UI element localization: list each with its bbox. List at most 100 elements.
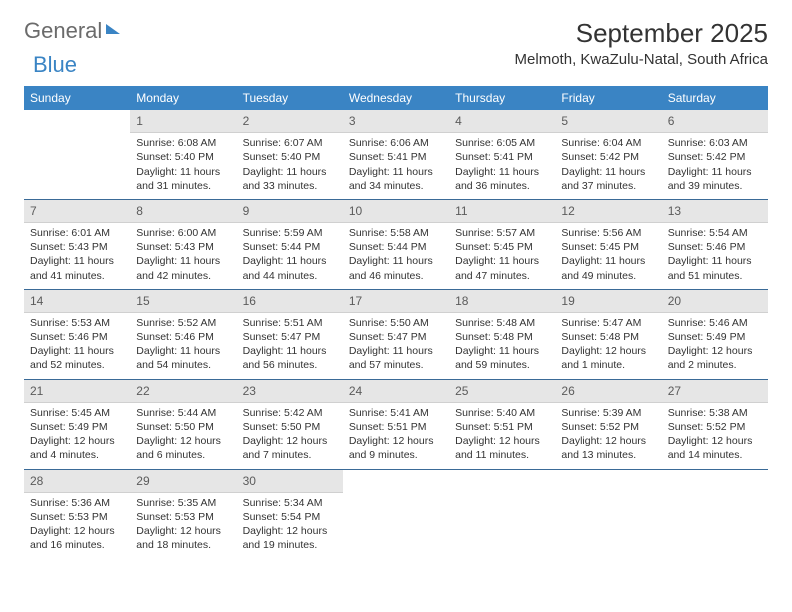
day-body: Sunrise: 5:46 AMSunset: 5:49 PMDaylight:… — [662, 313, 768, 379]
day-number: 12 — [555, 200, 661, 223]
day-number: 15 — [130, 290, 236, 313]
day-day2: and 37 minutes. — [561, 179, 655, 193]
calendar-day-cell: 13Sunrise: 5:54 AMSunset: 5:46 PMDayligh… — [662, 199, 768, 289]
calendar-week-row: 1Sunrise: 6:08 AMSunset: 5:40 PMDaylight… — [24, 110, 768, 199]
calendar-table: Sunday Monday Tuesday Wednesday Thursday… — [24, 86, 768, 558]
day-day2: and 34 minutes. — [349, 179, 443, 193]
day-sunset: Sunset: 5:40 PM — [136, 150, 230, 164]
day-body: Sunrise: 5:51 AMSunset: 5:47 PMDaylight:… — [237, 313, 343, 379]
calendar-day-cell: 17Sunrise: 5:50 AMSunset: 5:47 PMDayligh… — [343, 289, 449, 379]
day-day1: Daylight: 11 hours — [561, 165, 655, 179]
day-sunset: Sunset: 5:41 PM — [455, 150, 549, 164]
day-day1: Daylight: 11 hours — [455, 344, 549, 358]
calendar-day-cell: 23 Sunrise: 5:42 AMSunset: 5:50 PMDayligh… — [237, 379, 343, 469]
day-sunset: Sunset: 5:42 PM — [668, 150, 762, 164]
day-sunrise: Sunrise: 5:48 AM — [455, 316, 549, 330]
day-sunrise: Sunrise: 5:58 AM — [349, 226, 443, 240]
day-sunset: Sunset: 5:53 PM — [30, 510, 124, 524]
day-day1: Daylight: 11 hours — [349, 165, 443, 179]
day-sunset: Sunset: 5:51 PM — [455, 420, 549, 434]
day-body: Sunrise: 5:50 AMSunset: 5:47 PMDaylight:… — [343, 313, 449, 379]
day-sunset: Sunset: 5:51 PM — [349, 420, 443, 434]
day-body: Sunrise: 5:58 AMSunset: 5:44 PMDaylight:… — [343, 223, 449, 289]
day-number: 8 — [130, 200, 236, 223]
day-number: 28 — [24, 470, 130, 493]
day-number: 17 — [343, 290, 449, 313]
day-day2: and 11 minutes. — [455, 448, 549, 462]
day-day1: Daylight: 12 hours — [349, 434, 443, 448]
logo-triangle-icon — [106, 24, 120, 34]
day-day2: and 16 minutes. — [30, 538, 124, 552]
day-sunrise: Sunrise: 6:01 AM — [30, 226, 124, 240]
day-sunset: Sunset: 5:47 PM — [243, 330, 337, 344]
weekday-header: Saturday — [662, 86, 768, 110]
day-body: Sunrise: 6:04 AMSunset: 5:42 PMDaylight:… — [555, 133, 661, 199]
day-number: 27 — [662, 380, 768, 403]
day-body: Sunrise: 5:39 AMSunset: 5:52 PMDaylight:… — [555, 403, 661, 469]
day-sunrise: Sunrise: 5:41 AM — [349, 406, 443, 420]
day-number: 20 — [662, 290, 768, 313]
day-day2: and 36 minutes. — [455, 179, 549, 193]
day-day2: and 13 minutes. — [561, 448, 655, 462]
day-number: 14 — [24, 290, 130, 313]
calendar-day-cell: 7Sunrise: 6:01 AMSunset: 5:43 PMDaylight… — [24, 199, 130, 289]
day-sunset: Sunset: 5:43 PM — [136, 240, 230, 254]
calendar-day-cell: 6Sunrise: 6:03 AMSunset: 5:42 PMDaylight… — [662, 110, 768, 199]
day-day1: Daylight: 12 hours — [243, 524, 337, 538]
day-body: Sunrise: 5:57 AMSunset: 5:45 PMDaylight:… — [449, 223, 555, 289]
day-day2: and 7 minutes. — [243, 448, 337, 462]
day-sunrise: Sunrise: 5:35 AM — [136, 496, 230, 510]
day-day2: and 54 minutes. — [136, 358, 230, 372]
day-day2: and 59 minutes. — [455, 358, 549, 372]
day-day1: Daylight: 11 hours — [243, 254, 337, 268]
day-number: 11 — [449, 200, 555, 223]
day-sunset: Sunset: 5:41 PM — [349, 150, 443, 164]
logo: General — [24, 18, 120, 44]
calendar-day-cell: 27Sunrise: 5:38 AMSunset: 5:52 PMDayligh… — [662, 379, 768, 469]
day-day2: and 39 minutes. — [668, 179, 762, 193]
day-body: Sunrise: 6:06 AMSunset: 5:41 PMDaylight:… — [343, 133, 449, 199]
day-day2: and 49 minutes. — [561, 269, 655, 283]
day-day2: and 33 minutes. — [243, 179, 337, 193]
calendar-day-cell: 15Sunrise: 5:52 AMSunset: 5:46 PMDayligh… — [130, 289, 236, 379]
day-sunrise: Sunrise: 5:56 AM — [561, 226, 655, 240]
day-sunrise: Sunrise: 6:03 AM — [668, 136, 762, 150]
day-sunset: Sunset: 5:48 PM — [561, 330, 655, 344]
calendar-day-cell: 2Sunrise: 6:07 AMSunset: 5:40 PMDaylight… — [237, 110, 343, 199]
calendar-day-cell: 8Sunrise: 6:00 AMSunset: 5:43 PMDaylight… — [130, 199, 236, 289]
day-number: 23 — [237, 380, 343, 403]
calendar-day-cell — [662, 469, 768, 558]
calendar-day-cell: 16Sunrise: 5:51 AMSunset: 5:47 PMDayligh… — [237, 289, 343, 379]
day-sunrise: Sunrise: 6:05 AM — [455, 136, 549, 150]
day-day2: and 41 minutes. — [30, 269, 124, 283]
weekday-header: Wednesday — [343, 86, 449, 110]
day-day1: Daylight: 11 hours — [668, 254, 762, 268]
day-sunset: Sunset: 5:52 PM — [561, 420, 655, 434]
day-day1: Daylight: 11 hours — [30, 254, 124, 268]
day-body: Sunrise: 6:00 AMSunset: 5:43 PMDaylight:… — [130, 223, 236, 289]
day-day2: and 52 minutes. — [30, 358, 124, 372]
calendar-week-row: 28 Sunrise: 5:36 AMSunset: 5:53 PM Dayligh… — [24, 469, 768, 558]
calendar-day-cell — [24, 110, 130, 199]
day-sunset: Sunset: 5:52 PM — [668, 420, 762, 434]
day-sunrise: Sunrise: 5:54 AM — [668, 226, 762, 240]
day-day2: and 47 minutes. — [455, 269, 549, 283]
day-sunrise: Sunrise: 5:42 AM — [243, 406, 337, 420]
day-day2: and 42 minutes. — [136, 269, 230, 283]
day-body: Sunrise: 5:38 AMSunset: 5:52 PMDaylight:… — [662, 403, 768, 469]
day-sunset: Sunset: 5:46 PM — [30, 330, 124, 344]
day-number: 18 — [449, 290, 555, 313]
day-sunrise: Sunrise: 5:51 AM — [243, 316, 337, 330]
day-day1: Daylight: 11 hours — [455, 254, 549, 268]
day-sunrise: Sunrise: 6:08 AM — [136, 136, 230, 150]
day-number: 21 — [24, 380, 130, 403]
day-day2: and 56 minutes. — [243, 358, 337, 372]
day-day1: Daylight: 12 hours — [243, 434, 337, 448]
day-day1: Daylight: 11 hours — [136, 344, 230, 358]
day-sunrise: Sunrise: 6:04 AM — [561, 136, 655, 150]
weekday-header: Friday — [555, 86, 661, 110]
calendar-week-row: 21Sunrise: 5:45 AMSunset: 5:49 PMDayligh… — [24, 379, 768, 469]
day-sunset: Sunset: 5:50 PM — [243, 420, 337, 434]
day-sunrise: Sunrise: 5:36 AM — [30, 496, 124, 510]
day-sunrise: Sunrise: 5:57 AM — [455, 226, 549, 240]
